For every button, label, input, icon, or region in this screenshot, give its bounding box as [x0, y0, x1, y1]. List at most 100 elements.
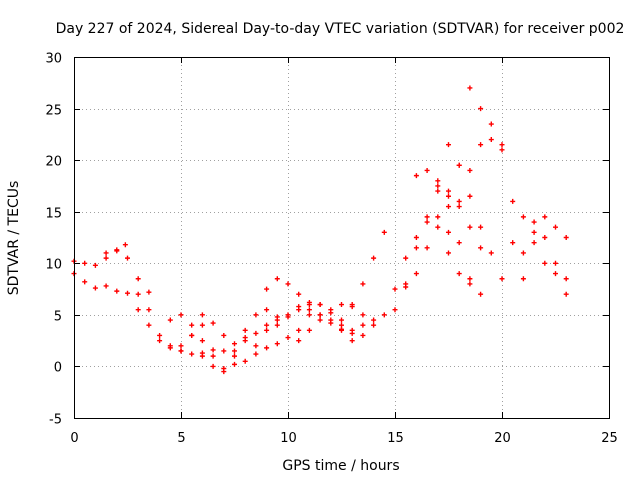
data-point — [424, 167, 430, 173]
data-point — [349, 338, 355, 344]
data-point — [467, 167, 473, 173]
data-point — [478, 224, 484, 230]
data-point — [103, 255, 109, 261]
data-point — [488, 121, 494, 127]
data-point — [157, 332, 163, 338]
data-point — [199, 353, 205, 359]
data-point — [542, 235, 548, 240]
series-arc-22 — [510, 198, 569, 282]
series-arc-21 — [446, 137, 505, 235]
x-tick-label: 5 — [177, 431, 185, 446]
data-point — [403, 281, 409, 287]
data-point — [221, 365, 227, 371]
data-point — [446, 193, 451, 199]
y-tick-label: -5 — [49, 413, 62, 428]
data-point — [296, 307, 302, 313]
data-point — [146, 289, 152, 295]
data-point — [274, 317, 280, 323]
data-point — [210, 363, 216, 369]
data-point — [178, 312, 184, 318]
data-point — [306, 327, 312, 333]
series-arc-12 — [296, 302, 366, 344]
chart-title: Day 227 of 2024, Sidereal Day-to-day VTE… — [56, 21, 625, 37]
data-point — [349, 327, 355, 333]
data-point — [435, 224, 441, 230]
series-arc-14 — [349, 307, 398, 333]
data-point — [381, 312, 387, 318]
data-point — [210, 353, 216, 359]
data-point — [210, 347, 216, 353]
series-arc-19 — [435, 142, 505, 282]
series-arc-20 — [467, 85, 505, 148]
data-point — [264, 286, 270, 292]
data-point — [435, 188, 441, 194]
data-point — [478, 245, 484, 251]
data-point — [435, 214, 441, 220]
data-point — [285, 335, 291, 341]
data-point — [371, 322, 377, 328]
data-point — [296, 327, 302, 333]
data-point — [92, 262, 98, 268]
data-point — [435, 178, 441, 184]
data-point — [520, 276, 526, 282]
data-point — [253, 330, 259, 336]
data-point — [274, 341, 280, 347]
data-point — [274, 276, 280, 282]
series-arc-16 — [403, 188, 484, 287]
data-point — [178, 348, 184, 354]
data-point — [242, 327, 248, 333]
data-point — [403, 255, 409, 261]
series-arc-15 — [392, 162, 462, 292]
x-tick-label: 0 — [70, 431, 78, 446]
data-point — [232, 353, 237, 359]
data-point — [413, 173, 419, 179]
data-point — [264, 327, 270, 333]
series-arc-1 — [71, 271, 152, 297]
y-tick-label: 0 — [54, 361, 62, 376]
data-point — [317, 317, 323, 323]
data-point — [488, 137, 494, 143]
series-arc-23 — [510, 214, 569, 256]
data-point — [167, 317, 173, 323]
data-point — [82, 279, 88, 285]
data-point — [467, 85, 473, 91]
data-point — [92, 285, 98, 291]
data-point — [520, 250, 526, 256]
data-point — [306, 312, 312, 318]
data-point — [446, 142, 451, 148]
data-point — [232, 341, 237, 347]
data-point — [424, 245, 430, 251]
data-point — [122, 242, 128, 248]
data-point — [446, 188, 451, 194]
data-point — [499, 142, 505, 148]
data-point — [381, 229, 387, 235]
data-point — [413, 271, 419, 277]
data-point — [242, 338, 248, 344]
data-point — [232, 361, 237, 367]
grid — [74, 57, 609, 418]
data-point — [531, 229, 537, 235]
y-tick-label: 25 — [45, 104, 62, 119]
data-point — [371, 255, 377, 261]
data-point — [135, 276, 141, 282]
data-point — [125, 255, 130, 261]
data-point — [424, 219, 430, 225]
data-point — [328, 307, 334, 313]
data-point — [456, 162, 462, 168]
series-arc-5 — [167, 312, 237, 375]
data-point — [264, 345, 270, 351]
data-point — [467, 276, 473, 282]
data-point — [371, 317, 377, 323]
plot-frame — [74, 57, 610, 419]
data-point — [296, 291, 302, 297]
data-point — [456, 240, 462, 246]
x-tick-label: 20 — [494, 431, 511, 446]
data-point — [435, 183, 441, 189]
data-point — [317, 302, 323, 308]
data-point — [360, 281, 366, 287]
series-arc-9 — [242, 302, 344, 351]
data-point — [274, 322, 280, 328]
data-point — [264, 322, 270, 328]
data-point — [146, 322, 152, 328]
